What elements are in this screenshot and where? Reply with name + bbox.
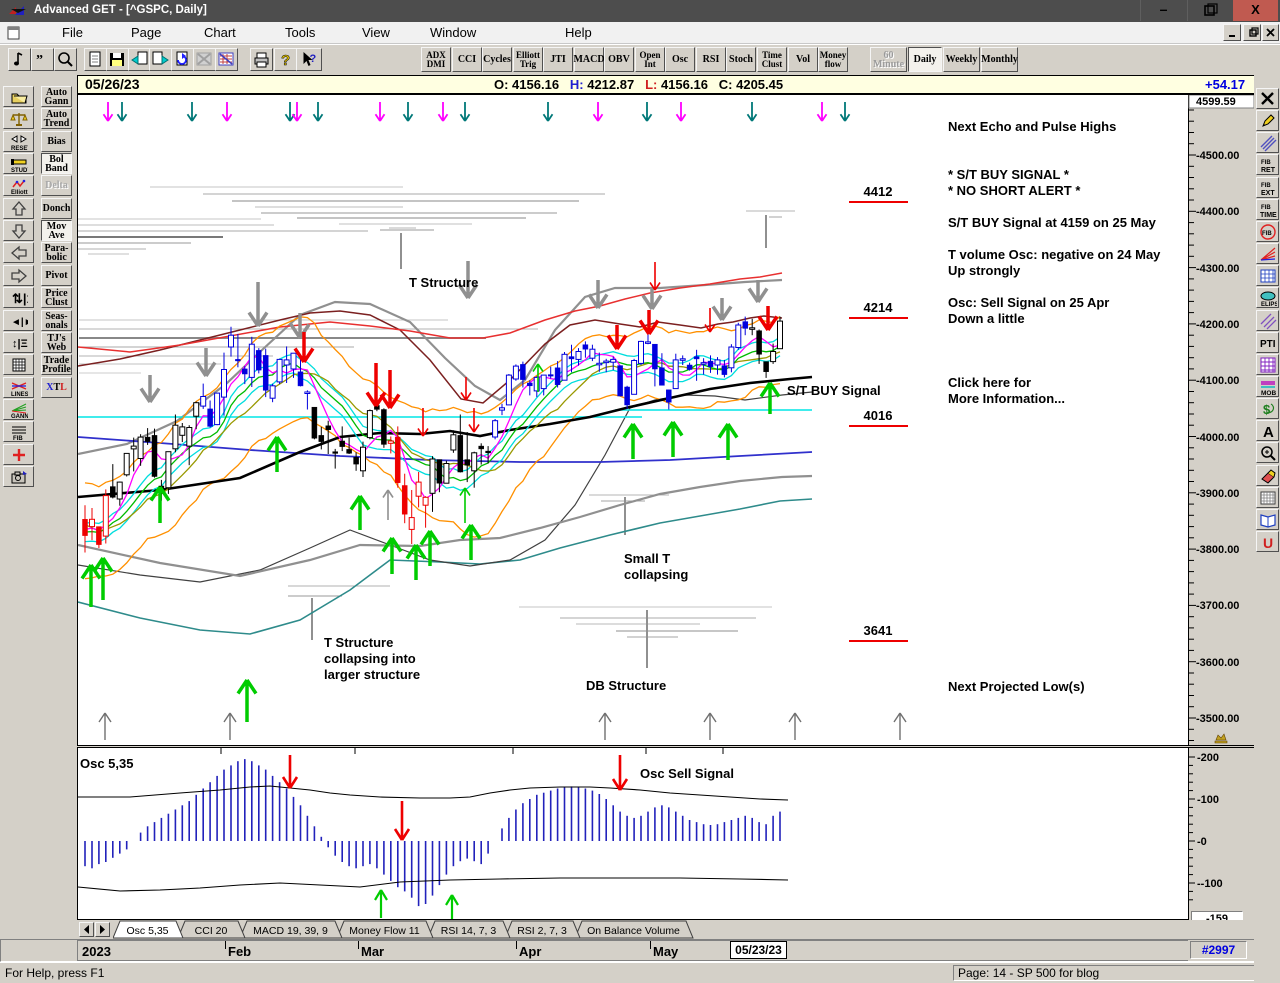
svg-text:RSI 14, 7, 3: RSI 14, 7, 3 [441, 925, 497, 937]
svg-text:FIB: FIB [1262, 231, 1272, 237]
svg-text:ELIPS: ELIPS [1261, 302, 1277, 307]
svg-text:FIB: FIB [1261, 183, 1271, 189]
svg-text:Small T: Small T [624, 551, 670, 566]
svg-text:Next Echo and Pulse Highs: Next Echo and Pulse Highs [948, 119, 1116, 134]
svg-text:-3900.00: -3900.00 [1196, 488, 1239, 500]
svg-text:-3500.00: -3500.00 [1196, 713, 1239, 725]
svg-text:collapsing into: collapsing into [324, 651, 416, 666]
svg-text:4599.59: 4599.59 [1196, 96, 1236, 108]
svg-text:T Structure: T Structure [324, 635, 393, 650]
svg-text:Osc Sell Signal: Osc Sell Signal [640, 766, 734, 781]
svg-text:-4000.00: -4000.00 [1196, 432, 1239, 444]
svg-text:S/T BUY Signal: S/T BUY Signal [787, 383, 881, 398]
svg-text:TIME: TIME [1260, 212, 1277, 219]
svg-text:T volume Osc: negative on 24 M: T volume Osc: negative on 24 May [948, 247, 1161, 262]
svg-text:-3600.00: -3600.00 [1196, 657, 1239, 669]
svg-text:◄|►◄: ◄|►◄ [11, 317, 28, 328]
svg-text:4214: 4214 [864, 300, 894, 315]
svg-text:”: ” [36, 53, 43, 68]
svg-text:Osc: Sell Signal on 25 Apr: Osc: Sell Signal on 25 Apr [948, 295, 1109, 310]
svg-text:-4100.00: -4100.00 [1196, 375, 1239, 387]
svg-text:-3700.00: -3700.00 [1196, 600, 1239, 612]
svg-text:U: U [1263, 535, 1273, 551]
svg-text:-0: -0 [1197, 836, 1207, 848]
svg-text:⇅|1: ⇅|1 [12, 291, 28, 306]
svg-text:RET: RET [1261, 167, 1276, 174]
svg-text:-4300.00: -4300.00 [1196, 263, 1239, 275]
svg-text:More Information...: More Information... [948, 391, 1065, 406]
svg-text:-3800.00: -3800.00 [1196, 544, 1239, 556]
svg-text:4412: 4412 [864, 184, 893, 199]
svg-text:DB Structure: DB Structure [586, 678, 666, 693]
svg-text:larger structure: larger structure [324, 667, 420, 682]
svg-text:3641: 3641 [864, 623, 893, 638]
svg-text:S/T BUY Signal at 4159 on 25 M: S/T BUY Signal at 4159 on 25 May [948, 215, 1157, 230]
svg-text:Osc 5,35: Osc 5,35 [126, 925, 168, 937]
svg-text:-4500.00: -4500.00 [1196, 150, 1239, 162]
svg-text:--100: --100 [1197, 878, 1223, 890]
svg-text:Elliott: Elliott [11, 190, 28, 195]
svg-text:collapsing: collapsing [624, 567, 688, 582]
svg-text:PTI: PTI [1260, 339, 1276, 350]
svg-text:Up strongly: Up strongly [948, 263, 1021, 278]
svg-text:On Balance Volume: On Balance Volume [587, 925, 680, 937]
svg-text:MACD 19, 39, 9: MACD 19, 39, 9 [253, 925, 328, 937]
svg-text:-200: -200 [1197, 752, 1219, 764]
svg-text:T Structure: T Structure [409, 275, 478, 290]
svg-text:-100: -100 [1197, 794, 1219, 806]
svg-text:Next Projected Low(s): Next Projected Low(s) [948, 679, 1085, 694]
svg-text:FIB: FIB [13, 436, 23, 441]
svg-text:Click here for: Click here for [948, 375, 1031, 390]
svg-text:RSI 2, 7, 3: RSI 2, 7, 3 [517, 925, 567, 937]
svg-text:↕|Ξ: ↕|Ξ [12, 338, 28, 350]
svg-text:A: A [1263, 424, 1274, 440]
svg-text:* S/T BUY SIGNAL *: * S/T BUY SIGNAL * [948, 167, 1070, 182]
svg-text:?: ? [281, 52, 290, 69]
svg-text:FIB: FIB [1261, 205, 1271, 211]
svg-text:?: ? [310, 53, 317, 65]
svg-text:EXT: EXT [1261, 190, 1275, 197]
svg-text:4016: 4016 [864, 408, 893, 423]
svg-text:CCI 20: CCI 20 [195, 925, 228, 937]
svg-text:$: $ [1263, 402, 1271, 417]
svg-text:Osc 5,35: Osc 5,35 [80, 756, 134, 771]
svg-text:MOB: MOB [1261, 390, 1276, 396]
svg-text:LINES: LINES [11, 392, 28, 397]
svg-text:* NO SHORT ALERT *: * NO SHORT ALERT * [948, 183, 1081, 198]
svg-text:-4200.00: -4200.00 [1196, 319, 1239, 331]
svg-text:FIB: FIB [1261, 160, 1271, 166]
svg-text:Money Flow 11: Money Flow 11 [349, 925, 420, 937]
svg-text:RESET: RESET [11, 146, 28, 151]
svg-text:STUDY: STUDY [11, 168, 28, 173]
svg-text:GANN: GANN [11, 414, 28, 419]
svg-text:Down a little: Down a little [948, 311, 1025, 326]
svg-text:-4400.00: -4400.00 [1196, 206, 1239, 218]
